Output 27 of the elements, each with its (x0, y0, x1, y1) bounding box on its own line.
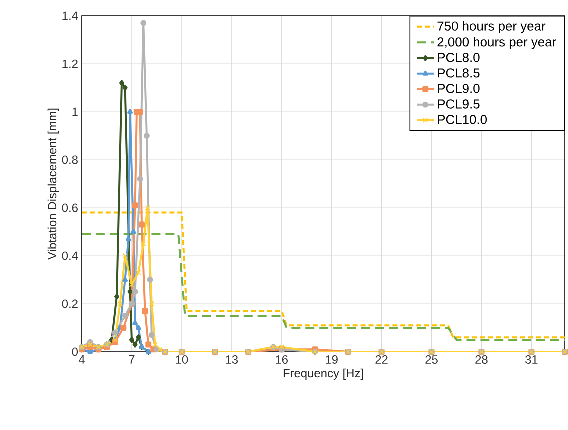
y-tick-label: 1.2 (62, 60, 78, 68)
legend-label: PCL9.5 (438, 100, 480, 109)
y-tick-label: 1.4 (62, 12, 78, 20)
x-tick-label: 31 (526, 356, 538, 364)
legend-label: PCL9.0 (438, 84, 480, 94)
x-tick-label: 7 (129, 356, 135, 364)
legend-label: PCL10.0 (438, 115, 488, 124)
y-tick-label: 0 (72, 348, 78, 356)
y-tick-label: 1 (72, 108, 78, 116)
x-tick-label: 4 (78, 356, 85, 364)
x-tick-label: 19 (326, 356, 338, 364)
x-tick-label: 25 (426, 356, 438, 364)
x-tick-label: 28 (476, 356, 488, 364)
x-tick-label: 16 (276, 356, 288, 364)
legend-label: 750 hours per year (438, 21, 546, 34)
legend-label: PCL8.5 (438, 68, 480, 78)
y-tick-label: 0.8 (62, 156, 78, 164)
legend-label: 2,000 hours per year (438, 37, 556, 50)
y-tick-label: 0.6 (62, 204, 78, 212)
y-tick-label: 0.2 (62, 300, 78, 308)
y-axis-title: Vibtation Displacement [mm] (48, 108, 60, 260)
x-tick-label: 10 (176, 356, 188, 364)
x-axis-title: Frequency [Hz] (284, 368, 364, 380)
x-tick-label: 13 (226, 356, 238, 364)
y-tick-label: 0.4 (62, 252, 78, 260)
legend-label: PCL8.0 (438, 53, 480, 62)
x-tick-label: 22 (376, 356, 388, 364)
